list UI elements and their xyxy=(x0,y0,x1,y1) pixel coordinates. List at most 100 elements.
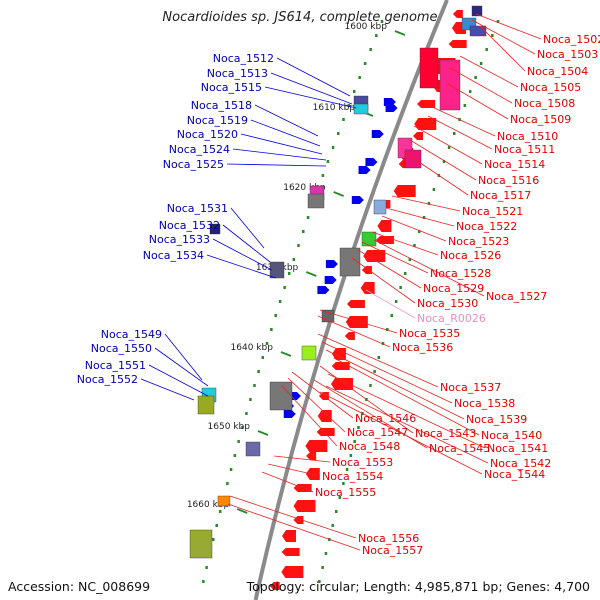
label-leader-lines xyxy=(140,13,542,551)
reverse-gene-label: Noca_1522 xyxy=(456,220,517,233)
forward-gene-arrow xyxy=(385,104,398,112)
forward-gene-arrow xyxy=(325,260,338,268)
reverse-gene-arrow xyxy=(360,282,375,294)
reverse-gene-label: Noca_1545 xyxy=(429,442,490,455)
reverse-gene-label: Noca_1548 xyxy=(339,440,400,453)
track-dot xyxy=(394,300,398,303)
reverse-gene-arrow xyxy=(413,132,424,140)
forward-leader-line xyxy=(206,254,277,279)
reverse-leader-line xyxy=(373,239,485,297)
tick-label: 1640 kbp xyxy=(231,343,274,353)
reverse-leader-line xyxy=(413,125,483,165)
gene-box xyxy=(361,231,377,247)
track-dot xyxy=(349,454,353,457)
tick-label: 1650 kbp xyxy=(208,422,251,432)
reverse-gene-label: Noca_1540 xyxy=(481,429,542,442)
reverse-leader-line xyxy=(325,349,465,420)
track-dot xyxy=(496,20,500,23)
track-dot xyxy=(442,160,446,163)
reverse-gene-arrow xyxy=(346,300,365,308)
track-dot xyxy=(342,482,345,485)
track-dot xyxy=(474,76,477,79)
reverse-gene-arrow xyxy=(361,266,372,274)
gene-box xyxy=(419,47,439,89)
track-dot xyxy=(253,384,256,387)
reverse-gene-arrow xyxy=(281,530,296,542)
track-dot xyxy=(324,552,328,555)
gene-box xyxy=(307,193,325,209)
track-dot xyxy=(342,118,345,121)
gene-box xyxy=(339,247,361,277)
track-dot xyxy=(287,272,291,275)
reverse-gene-label: Noca_1554 xyxy=(322,470,383,483)
reverse-leader-line xyxy=(227,503,361,551)
track-dot xyxy=(257,370,260,373)
forward-gene-label: Noca_1550 xyxy=(91,342,152,355)
track-dot xyxy=(491,34,494,37)
gene-box xyxy=(301,345,317,361)
reverse-gene-label: Noca_1536 xyxy=(392,341,453,354)
track-dot xyxy=(249,398,252,401)
reverse-leader-line xyxy=(229,495,357,539)
tick-mark xyxy=(257,430,269,436)
reverse-leader-line xyxy=(273,455,331,463)
reverse-gene-label: Noca_1502 xyxy=(543,33,600,46)
reverse-gene-label: Noca_1523 xyxy=(448,235,509,248)
track-dot xyxy=(321,566,324,569)
track-dot xyxy=(418,230,421,233)
reverse-leader-line xyxy=(409,139,477,181)
reverse-leader-line xyxy=(333,357,480,436)
reverse-gene-label: Noca_1544 xyxy=(484,468,545,481)
track-dot xyxy=(353,440,356,443)
forward-leader-line xyxy=(140,378,195,401)
track-dot xyxy=(274,314,277,317)
track-dot xyxy=(479,62,483,65)
tick-label: 1610 kbp xyxy=(313,103,356,113)
reverse-gene-label: Noca_1504 xyxy=(527,65,588,78)
track-dot xyxy=(386,328,389,331)
track-dot xyxy=(338,496,342,499)
reverse-gene-label: Noca_1503 xyxy=(537,48,598,61)
forward-gene-label: Noca_1513 xyxy=(207,67,268,80)
reverse-gene-label: Noca_1526 xyxy=(440,249,501,262)
reverse-leader-line xyxy=(471,19,536,55)
reverse-gene-label: Noca_1521 xyxy=(462,205,523,218)
reverse-gene-arrow xyxy=(344,332,355,340)
reverse-gene-label: Noca_1556 xyxy=(358,532,419,545)
gene-box xyxy=(217,495,231,507)
track-dot xyxy=(468,90,472,93)
track-dot xyxy=(352,90,356,93)
track-dot xyxy=(241,426,244,429)
track-dot xyxy=(345,468,349,471)
track-dot xyxy=(270,328,273,331)
reverse-gene-arrow xyxy=(331,348,346,360)
forward-gene-arrow xyxy=(351,196,364,204)
reverse-gene-label: Noca_1511 xyxy=(494,143,555,156)
forward-leader-line xyxy=(148,364,209,397)
track-dot xyxy=(261,356,265,359)
track-dot xyxy=(265,342,269,345)
reverse-gene-arrow xyxy=(330,378,353,390)
reverse-gene-label: Noca_1514 xyxy=(484,158,545,171)
reverse-gene-label: Noca_1542 xyxy=(490,457,551,470)
forward-gene-label: Noca_1518 xyxy=(191,99,252,112)
track-dot xyxy=(278,300,282,303)
forward-leader-line xyxy=(230,207,265,249)
track-dot xyxy=(318,580,321,583)
track-dot xyxy=(237,440,240,443)
track-dot xyxy=(326,160,330,163)
gene-features xyxy=(189,5,487,590)
reverse-gene-label: Noca_1535 xyxy=(399,327,460,340)
forward-leader-line xyxy=(254,104,319,137)
reverse-gene-arrow xyxy=(281,548,300,556)
reverse-leader-line xyxy=(447,83,509,120)
track-dot xyxy=(205,566,208,569)
track-dot xyxy=(373,370,376,373)
track-dot xyxy=(292,258,296,261)
reverse-gene-label: Noca_1537 xyxy=(440,381,501,394)
rna-gene-label: Noca_R0026 xyxy=(417,312,486,325)
track-dot xyxy=(447,146,451,149)
track-dot xyxy=(380,20,384,23)
track-dot xyxy=(432,188,436,191)
